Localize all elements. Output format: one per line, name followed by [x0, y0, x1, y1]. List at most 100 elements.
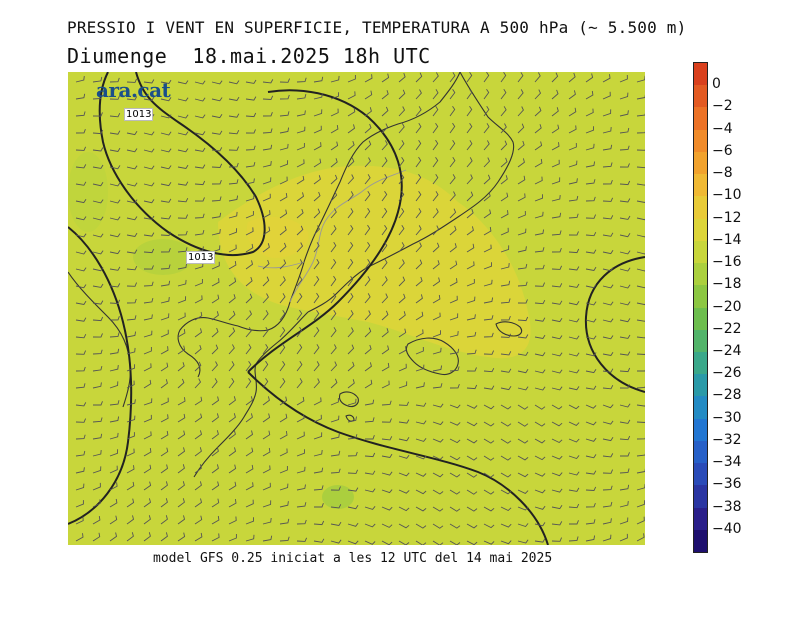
wind-barb: [296, 110, 306, 117]
wind-barb: [500, 263, 510, 270]
wind-barb: [126, 165, 138, 170]
wind-barb: [347, 75, 356, 83]
colorbar-tick-label: −4: [712, 120, 733, 137]
wind-barb: [211, 344, 219, 355]
wind-barb: [126, 216, 138, 221]
wind-barb: [160, 97, 172, 102]
wind-barb: [75, 164, 87, 169]
wind-barb: [92, 250, 104, 255]
wind-barb: [466, 384, 478, 390]
wind-barb: [398, 506, 410, 512]
wind-barb: [381, 380, 390, 389]
wind-barb: [517, 263, 528, 270]
wind-barb: [211, 114, 223, 119]
wind-barb: [398, 328, 407, 338]
wind-barb: [126, 96, 138, 101]
wind-barb: [92, 450, 102, 457]
wind-barb: [296, 326, 303, 338]
wind-barb: [228, 195, 239, 202]
wind-barb: [262, 161, 272, 168]
wind-barb: [364, 327, 372, 338]
wind-barb: [75, 93, 86, 100]
wind-barb: [534, 141, 543, 151]
wind-barb: [381, 453, 393, 458]
wind-barb: [483, 262, 492, 270]
wind-barb: [228, 179, 239, 185]
wind-barb: [585, 335, 597, 340]
colorbar-segment: [694, 529, 707, 553]
wind-barb: [517, 316, 529, 322]
wind-barb: [109, 95, 121, 100]
wind-barb: [228, 516, 237, 525]
colorbar-tick-label: −30: [712, 409, 742, 426]
wind-barb: [330, 191, 338, 202]
wind-barb: [398, 293, 406, 304]
wind-barb: [619, 163, 630, 168]
wind-barb: [194, 229, 205, 236]
wind-barb: [126, 432, 135, 440]
wind-barb: [364, 379, 373, 389]
wind-barb: [262, 128, 273, 134]
wind-barb: [364, 174, 371, 185]
wind-barb: [517, 158, 525, 168]
wind-barb: [381, 90, 389, 100]
wind-barb: [211, 212, 222, 219]
wind-barb: [415, 139, 422, 151]
wind-barb: [126, 498, 135, 508]
wind-barb: [534, 299, 546, 305]
wind-barb: [347, 140, 355, 151]
wind-barb: [568, 301, 580, 306]
colorbar-segment: [694, 485, 707, 509]
wind-barb: [245, 211, 254, 219]
island-mallorca: [405, 337, 459, 376]
wind-barb: [177, 97, 189, 102]
wind-barb: [211, 498, 220, 508]
wind-barb: [245, 145, 256, 151]
wind-barb: [415, 156, 422, 168]
wind-barb: [330, 92, 340, 100]
wind-barb: [296, 208, 304, 219]
wind-barb: [483, 72, 490, 83]
wind-barb: [619, 419, 631, 424]
wind-barb: [483, 244, 492, 253]
wind-barb: [602, 109, 612, 117]
wind-barb: [109, 266, 121, 271]
wind-barb: [92, 112, 103, 117]
wind-barb: [228, 294, 236, 304]
wind-barb: [415, 173, 422, 185]
wind-barb: [398, 156, 405, 168]
wind-barb: [585, 108, 594, 117]
wind-barb: [585, 73, 594, 83]
wind-barb: [585, 196, 596, 202]
wind-barb: [398, 489, 410, 494]
wind-barb: [330, 486, 341, 491]
wind-barb: [534, 282, 546, 287]
wind-barb: [194, 515, 203, 525]
colorbar-segment: [694, 463, 707, 486]
wind-barb: [75, 383, 86, 389]
wind-barb: [211, 378, 218, 389]
wind-barb: [534, 264, 545, 270]
wind-barb: [262, 326, 269, 338]
wind-barb: [330, 415, 340, 423]
wind-barb: [483, 123, 490, 134]
wind-barb: [517, 123, 525, 134]
wind-barb: [194, 114, 206, 119]
wind-barb: [296, 292, 303, 304]
wind-barb: [160, 532, 168, 542]
wind-barb: [262, 243, 270, 253]
wind-barb: [194, 378, 202, 389]
wind-barb: [517, 210, 526, 219]
wind-barb: [602, 215, 614, 220]
wind-barb: [449, 366, 460, 372]
wind-barb: [313, 225, 320, 236]
wind-barb: [92, 433, 103, 440]
colorbar-segment: [694, 351, 707, 375]
wind-barb: [296, 276, 303, 287]
wind-barb: [432, 523, 444, 529]
wind-barb: [568, 266, 580, 271]
wind-barb: [262, 193, 271, 202]
wind-barb: [364, 310, 371, 321]
wind-barb: [75, 500, 84, 508]
wind-barb: [569, 520, 579, 525]
